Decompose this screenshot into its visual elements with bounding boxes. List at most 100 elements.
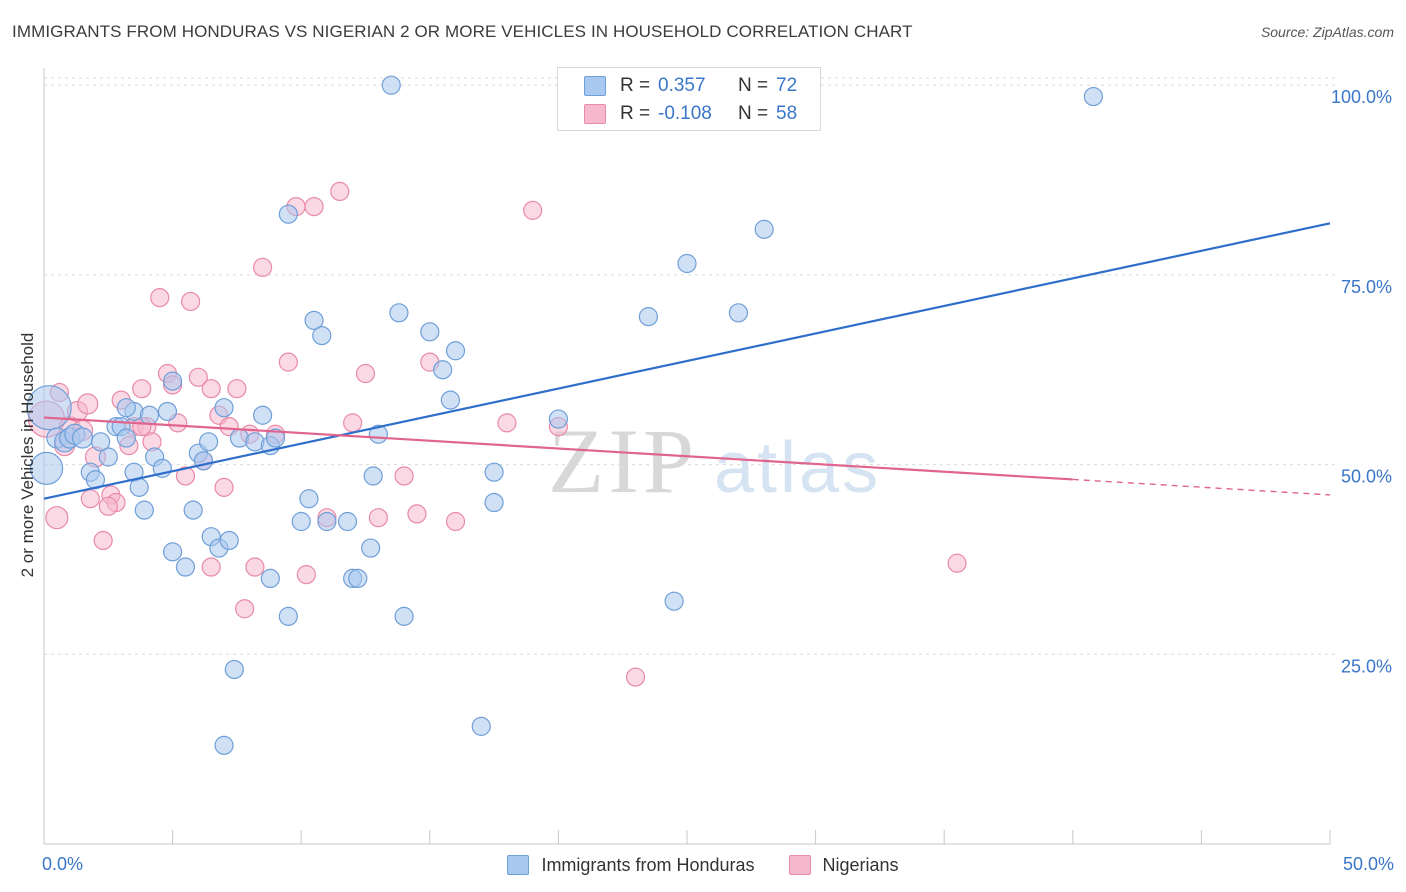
r-label: R = [620, 103, 651, 124]
honduras-point [163, 542, 183, 562]
legend-item-honduras[interactable]: Immigrants from Honduras [507, 854, 755, 876]
nigerians-point [235, 599, 255, 619]
series-legend: Immigrants from Honduras Nigerians [0, 852, 1406, 878]
nigerians-point [214, 477, 234, 497]
nigerians-point [245, 557, 265, 577]
honduras-point [348, 568, 368, 589]
honduras-point [484, 492, 504, 513]
honduras-point [116, 428, 136, 448]
nigerians-point [227, 379, 247, 399]
nigerians-point [625, 667, 646, 687]
honduras-point [157, 401, 178, 422]
nigerians-point [343, 413, 363, 433]
chart-title: IMMIGRANTS FROM HONDURAS VS NIGERIAN 2 O… [12, 22, 913, 41]
honduras-point [116, 398, 136, 418]
x-tick-label: 0.0% [42, 854, 83, 874]
nigerians-point [77, 393, 99, 415]
y-tick-label: 100.0% [1331, 87, 1392, 107]
y-tick-label: 25.0% [1341, 656, 1392, 676]
honduras-point [433, 360, 453, 380]
honduras-point [317, 511, 337, 532]
honduras-trendline [43, 222, 1331, 500]
nigerians-point [296, 565, 316, 585]
honduras-points [26, 75, 1103, 755]
source-credit: Source: ZipAtlas.com [1260, 24, 1394, 40]
y-tick-label: 75.0% [1341, 277, 1392, 297]
honduras-point [199, 432, 219, 452]
nigerians-point [304, 196, 324, 217]
stats-legend: R = 0.357 N = 72 R = -0.108 N = 58 [557, 67, 821, 131]
nigerians-point [93, 530, 113, 551]
nigerians-point [445, 511, 466, 532]
honduras-point [98, 447, 118, 467]
honduras-point [638, 307, 659, 327]
honduras-point [278, 204, 298, 224]
honduras-point [664, 591, 684, 611]
nigerians-point [497, 413, 517, 433]
honduras-point [71, 427, 94, 449]
nigerians-point [278, 352, 298, 372]
honduras-point [193, 451, 214, 471]
nigerians-point [175, 466, 196, 486]
n-value: 72 [776, 75, 798, 96]
honduras-point [363, 466, 383, 486]
nigerians-trendline [43, 416, 1073, 481]
honduras-point [129, 477, 149, 497]
nigerians-point [132, 379, 152, 399]
honduras-point [139, 405, 160, 425]
nigerians-point [355, 363, 376, 384]
honduras-point [299, 489, 319, 509]
nigerians-point [394, 466, 414, 486]
honduras-swatch [507, 855, 530, 875]
honduras-point [548, 409, 569, 429]
honduras-point [381, 75, 401, 95]
nigerians-point [201, 379, 221, 399]
nigerians-point [150, 288, 170, 308]
stats-legend-row-honduras: R = 0.357 N = 72 [584, 74, 797, 98]
legend-item-nigerians[interactable]: Nigerians [788, 855, 899, 876]
honduras-point [175, 557, 196, 577]
honduras-point [728, 303, 749, 323]
nigerians-point [523, 200, 543, 220]
honduras-point [1083, 86, 1103, 107]
honduras-point [265, 428, 286, 448]
n-value: 58 [776, 103, 798, 124]
nigerians-point [407, 504, 427, 524]
stats-legend-row-nigerians: R = -0.108 N = 58 [584, 102, 797, 126]
nigerians-point [253, 257, 273, 277]
tick-labels: 25.0% 50.0% 75.0% 100.0% 0.0% 50.0% [42, 87, 1394, 874]
nigerians-trendline-extension [1072, 478, 1331, 496]
legend-label: Immigrants from Honduras [541, 854, 755, 875]
honduras-point [484, 462, 504, 482]
honduras-point [471, 716, 491, 736]
nigerians-point [188, 367, 208, 387]
honduras-point [445, 341, 466, 361]
honduras-point [394, 606, 414, 626]
r-value: 0.357 [658, 75, 706, 96]
nigerians-swatch [788, 855, 811, 875]
nigerians-point [947, 553, 967, 573]
n-label: N = [738, 75, 769, 96]
y-tick-label: 50.0% [1341, 467, 1392, 487]
nigerians-point [368, 508, 388, 528]
nigerians-point [80, 489, 100, 509]
nigerians-point [45, 506, 69, 530]
honduras-point [214, 735, 234, 755]
honduras-point [90, 432, 111, 452]
honduras-point [219, 530, 239, 551]
honduras-point [163, 371, 183, 391]
honduras-point [224, 659, 244, 680]
honduras-point [291, 511, 311, 532]
watermark-atlas: atlas [714, 428, 881, 508]
honduras-point [29, 451, 64, 485]
honduras-point [214, 398, 234, 418]
honduras-point [337, 511, 358, 532]
honduras-point [253, 405, 273, 425]
honduras-point [260, 568, 280, 589]
y-axis-label: 2 or more Vehicles in Household [18, 333, 37, 578]
gridlines [44, 77, 1336, 655]
n-label: N = [738, 103, 769, 124]
honduras-point [754, 219, 774, 239]
honduras-point [134, 500, 154, 520]
watermark-zip: ZIP [548, 410, 698, 512]
